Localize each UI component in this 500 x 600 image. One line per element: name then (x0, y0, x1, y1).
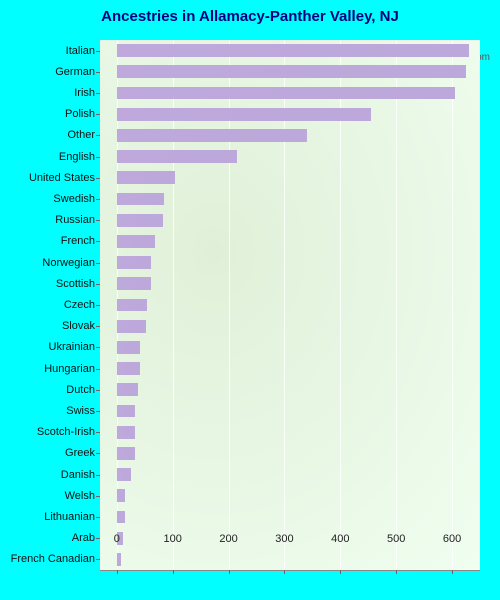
y-tick-label: Hungarian (44, 363, 95, 375)
y-tick-label: English (59, 151, 95, 163)
y-tick-mark (96, 284, 100, 285)
y-tick-label: Scotch-Irish (37, 426, 95, 438)
y-tick-mark (96, 241, 100, 242)
y-tick-mark (96, 538, 100, 539)
y-tick-label: German (55, 66, 95, 78)
bar (117, 447, 135, 460)
y-tick-label: French Canadian (11, 553, 95, 565)
y-tick-label: Polish (65, 108, 95, 120)
y-tick-label: Arab (72, 532, 95, 544)
y-tick-label: Czech (64, 299, 95, 311)
x-tick-mark (229, 570, 230, 574)
bar (117, 129, 307, 142)
y-tick-mark (96, 135, 100, 136)
bar (117, 362, 140, 375)
y-tick-label: Russian (55, 214, 95, 226)
y-tick-label: Dutch (66, 384, 95, 396)
y-tick-mark (96, 559, 100, 560)
bar (117, 171, 176, 184)
bar (117, 65, 466, 78)
bar (117, 511, 125, 524)
bar (117, 235, 155, 248)
y-tick-mark (96, 432, 100, 433)
y-tick-label: Other (67, 129, 95, 141)
bar (117, 553, 121, 566)
bar (117, 320, 146, 333)
y-tick-mark (96, 517, 100, 518)
y-tick-label: Welsh (65, 490, 95, 502)
y-tick-mark (96, 390, 100, 391)
y-tick-mark (96, 369, 100, 370)
y-tick-mark (96, 178, 100, 179)
y-tick-label: Swiss (66, 405, 95, 417)
y-tick-label: Swedish (53, 193, 95, 205)
bar (117, 150, 237, 163)
x-tick-mark (284, 570, 285, 574)
bar (117, 108, 371, 121)
y-tick-mark (96, 157, 100, 158)
y-tick-mark (96, 72, 100, 73)
y-tick-label: Norwegian (42, 257, 95, 269)
x-tick-mark (452, 570, 453, 574)
x-tick-label: 400 (331, 533, 349, 545)
y-tick-mark (96, 263, 100, 264)
y-tick-label: Italian (66, 45, 95, 57)
y-tick-label: United States (29, 172, 95, 184)
y-tick-mark (96, 114, 100, 115)
gridline (452, 40, 453, 570)
y-tick-mark (96, 347, 100, 348)
x-tick-mark (340, 570, 341, 574)
bar (117, 468, 131, 481)
bar (117, 426, 135, 439)
chart-title: Ancestries in Allamacy-Panther Valley, N… (0, 0, 500, 25)
y-tick-label: Slovak (62, 320, 95, 332)
y-tick-mark (96, 496, 100, 497)
y-tick-mark (96, 305, 100, 306)
y-tick-label: Irish (74, 87, 95, 99)
bar (117, 489, 125, 502)
x-tick-mark (396, 570, 397, 574)
y-tick-label: Ukrainian (49, 341, 95, 353)
bar (117, 214, 163, 227)
x-tick-label: 200 (219, 533, 237, 545)
bar (117, 193, 165, 206)
x-tick-label: 500 (387, 533, 405, 545)
y-tick-label: Danish (61, 469, 95, 481)
bar (117, 44, 469, 57)
y-tick-label: Lithuanian (44, 511, 95, 523)
bar (117, 87, 455, 100)
y-tick-label: French (61, 235, 95, 247)
y-tick-mark (96, 453, 100, 454)
y-tick-mark (96, 199, 100, 200)
y-tick-mark (96, 93, 100, 94)
y-tick-mark (96, 475, 100, 476)
x-tick-label: 100 (163, 533, 181, 545)
x-tick-label: 600 (443, 533, 461, 545)
bar (117, 405, 135, 418)
x-tick-label: 0 (114, 533, 120, 545)
y-tick-label: Greek (65, 447, 95, 459)
bar (117, 299, 148, 312)
bar (117, 383, 138, 396)
y-tick-mark (96, 220, 100, 221)
x-tick-mark (173, 570, 174, 574)
plot-area (100, 40, 480, 570)
x-tick-label: 300 (275, 533, 293, 545)
y-tick-label: Scottish (56, 278, 95, 290)
bar (117, 277, 152, 290)
y-tick-mark (96, 326, 100, 327)
y-tick-mark (96, 411, 100, 412)
x-tick-mark (117, 570, 118, 574)
chart-plot (100, 40, 480, 571)
bar (117, 341, 140, 354)
gridline (396, 40, 397, 570)
bar (117, 256, 152, 269)
y-tick-mark (96, 51, 100, 52)
